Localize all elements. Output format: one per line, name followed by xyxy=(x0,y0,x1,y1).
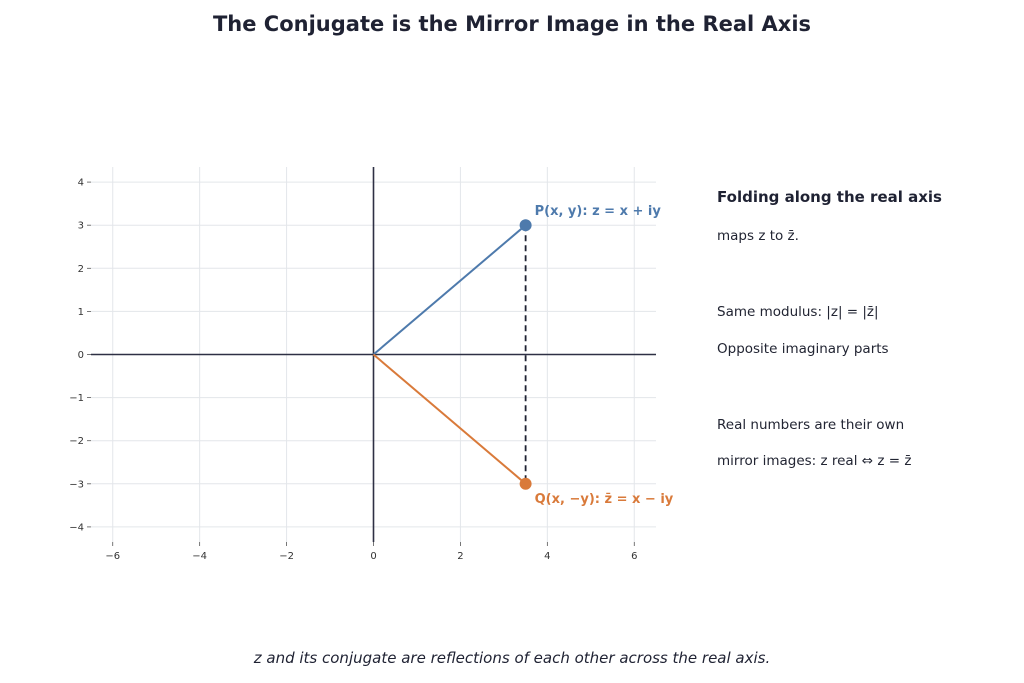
side-line-modulus: Same modulus: |z| = |z̄| xyxy=(717,304,879,320)
x-tick-label: 2 xyxy=(457,551,463,562)
side-heading: Folding along the real axis xyxy=(717,188,942,206)
segment-z-conjugate xyxy=(372,353,527,485)
y-tick-label: 0 xyxy=(78,350,84,361)
side-annotation: Folding along the real axis maps z to z̄… xyxy=(717,188,1017,469)
side-line-imag-parts: Opposite imaginary parts xyxy=(717,341,889,357)
x-tick-label: 6 xyxy=(631,551,637,562)
segment-z xyxy=(372,224,527,356)
y-tick-label: 1 xyxy=(78,307,84,318)
y-tick-label: −2 xyxy=(69,436,84,447)
point-label-z: P(x, y): z = x + iy xyxy=(535,204,662,219)
x-tick-label: 4 xyxy=(544,551,550,562)
y-tick-label: −3 xyxy=(69,479,84,490)
data-marks: P(x, y): z = x + iy Q(x, −y): z̄ = x − iy xyxy=(372,204,674,507)
y-tick-label: 4 xyxy=(78,178,84,189)
chart-caption: z and its conjugate are reflections of e… xyxy=(253,649,771,667)
x-tick-label: −4 xyxy=(192,551,207,562)
tick-labels: −6 −4 −2 0 2 4 6 4 3 2 1 0 −1 −2 −3 −4 xyxy=(69,178,637,562)
point-z-conjugate xyxy=(519,477,532,490)
point-z xyxy=(519,219,532,232)
y-tick-label: −4 xyxy=(69,522,84,533)
y-tick-label: −1 xyxy=(69,393,84,404)
x-tick-label: 0 xyxy=(370,551,376,562)
side-line-maps: maps z to z̄. xyxy=(717,228,799,244)
point-label-z-conjugate: Q(x, −y): z̄ = x − iy xyxy=(535,492,674,507)
y-tick-label: 3 xyxy=(78,221,84,232)
side-line-mirror-images: mirror images: z real ⇔ z = z̄ xyxy=(717,453,912,469)
side-line-real-numbers: Real numbers are their own xyxy=(717,417,905,433)
x-tick-label: −6 xyxy=(105,551,120,562)
y-tick-label: 2 xyxy=(78,264,84,275)
x-tick-label: −2 xyxy=(279,551,294,562)
chart-title: The Conjugate is the Mirror Image in the… xyxy=(212,12,812,36)
